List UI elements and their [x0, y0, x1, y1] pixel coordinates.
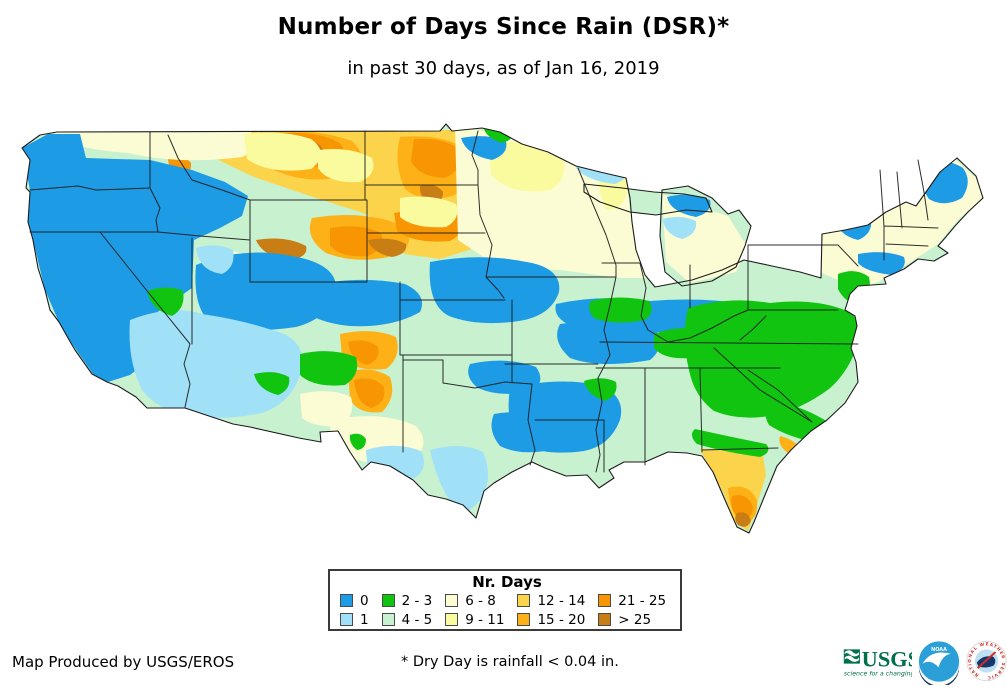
legend-swatch — [445, 613, 459, 626]
us-dsr-map — [0, 120, 1007, 570]
page-subtitle: in past 30 days, as of Jan 16, 2019 — [347, 58, 660, 79]
legend-item-1: 1 — [340, 610, 369, 629]
page-title: Number of Days Since Rain (DSR)* — [277, 14, 730, 40]
legend-label: 12 - 14 — [537, 592, 586, 609]
attribution-text: Map Produced by USGS/EROS — [12, 653, 235, 671]
state-and-national-borders — [21, 123, 984, 534]
usgs-logo: USGS science for a changing world — [843, 646, 912, 677]
legend-swatch — [517, 613, 531, 626]
legend-label: 2 - 3 — [401, 592, 433, 609]
legend-label: > 25 — [618, 611, 652, 628]
agency-logos: USGS science for a changing world NOAA N… — [842, 634, 1007, 688]
legend-item-15-20: 15 - 20 — [517, 610, 585, 629]
noaa-logo-text: NOAA — [931, 646, 947, 652]
legend-title: Nr. Days — [472, 573, 542, 591]
legend-item->25: > 25 — [598, 610, 666, 629]
legend-label: 4 - 5 — [401, 611, 433, 628]
legend-swatch — [381, 594, 395, 607]
legend-label: 0 — [360, 592, 369, 609]
legend-swatch — [598, 594, 612, 607]
legend-label: 1 — [360, 611, 369, 628]
legend-swatch — [340, 613, 353, 626]
nws-logo: NATIONAL WEATHER SERVICE — [966, 638, 1007, 682]
usgs-logo-text: USGS — [862, 646, 912, 671]
legend-swatch — [517, 594, 531, 607]
legend-label: 9 - 11 — [465, 611, 505, 628]
noaa-logo: NOAA — [918, 640, 959, 685]
legend-label: 6 - 8 — [465, 592, 496, 609]
legend-item-0: 0 — [340, 591, 369, 610]
legend-item-2-3: 2 - 3 — [381, 591, 433, 610]
legend-item-6-8: 6 - 8 — [445, 591, 504, 610]
regions-1-day — [129, 153, 697, 512]
legend-item-12-14: 12 - 14 — [517, 591, 585, 610]
us-dsr-map-svg — [21, 123, 984, 534]
legend-box: Nr. Days 0 1 2 - 3 4 - 5 6 - 8 9 - 11 12 - 14 1… — [328, 569, 682, 631]
legend-label: 21 - 25 — [618, 592, 667, 609]
legend-label: 15 - 20 — [537, 611, 586, 628]
legend-swatch — [598, 613, 612, 626]
regions-9-11-days — [244, 132, 629, 228]
legend-swatch — [445, 594, 459, 607]
dsr-region-layer — [22, 124, 983, 533]
usgs-logo-tagline: science for a changing world — [844, 670, 912, 677]
legend-item-4-5: 4 - 5 — [381, 610, 433, 629]
legend-swatch — [381, 613, 395, 626]
dry-day-footnote: * Dry Day is rainfall < 0.04 in. — [401, 654, 619, 670]
legend-grid: 0 1 2 - 3 4 - 5 6 - 8 9 - 11 12 - 14 15 - 20 21 … — [340, 591, 674, 629]
legend-swatch — [340, 594, 353, 607]
legend-item-21-25: 21 - 25 — [598, 591, 666, 610]
regions-2-3-days — [147, 127, 870, 457]
legend-item-9-11: 9 - 11 — [445, 610, 504, 629]
